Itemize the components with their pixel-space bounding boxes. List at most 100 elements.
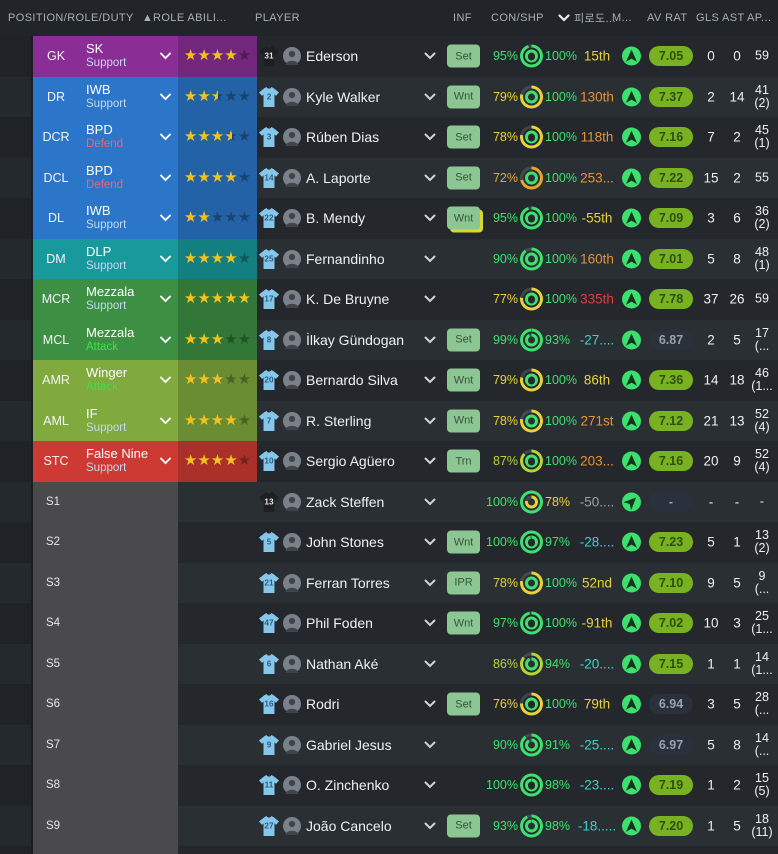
col-goals[interactable]: GLS xyxy=(696,12,720,24)
sub-slot-cell[interactable]: S9 xyxy=(33,805,178,846)
position-cell[interactable]: AMR xyxy=(33,360,79,401)
player-name[interactable]: Phil Foden xyxy=(306,615,373,632)
role-chevron-down-icon[interactable] xyxy=(160,376,171,384)
player-chevron-down-icon[interactable] xyxy=(424,741,436,749)
col-position-role-duty[interactable]: POSITION/ROLE/DUTY xyxy=(8,12,134,24)
role-chevron-down-icon[interactable] xyxy=(160,417,171,425)
player-chevron-down-icon[interactable] xyxy=(424,579,436,587)
role-chevron-down-icon[interactable] xyxy=(160,174,171,182)
col-average-rating[interactable]: AV RAT xyxy=(647,12,688,24)
player-chevron-down-icon[interactable] xyxy=(424,457,436,465)
player-chevron-down-icon[interactable] xyxy=(424,52,436,60)
info-badge[interactable]: Set xyxy=(447,125,480,149)
player-name[interactable]: K. De Bruyne xyxy=(306,291,390,308)
player-name[interactable]: A. Laporte xyxy=(306,169,371,186)
sub-slot-cell[interactable]: S8 xyxy=(33,765,178,806)
col-fatigue[interactable]: 피로도... xyxy=(574,13,616,25)
role-cell[interactable]: IWB Support xyxy=(79,198,178,239)
info-badge[interactable]: Set xyxy=(447,692,480,716)
position-cell[interactable]: DCR xyxy=(33,117,79,158)
player-name[interactable]: John Stones xyxy=(306,534,384,551)
col-assists[interactable]: AST xyxy=(722,12,745,24)
role-cell[interactable]: IWB Support xyxy=(79,76,178,117)
sub-slot-cell[interactable]: S2 xyxy=(33,522,178,563)
player-name[interactable]: R. Sterling xyxy=(306,412,372,429)
info-badge[interactable]: Wnt xyxy=(447,611,480,635)
position-cell[interactable]: DCL xyxy=(33,157,79,198)
role-cell[interactable]: DLP Support xyxy=(79,238,178,279)
player-name[interactable]: Ferran Torres xyxy=(306,574,390,591)
col-player[interactable]: PLAYER xyxy=(255,12,300,24)
info-badge[interactable]: Wnt xyxy=(447,368,480,392)
player-name[interactable]: João Cancelo xyxy=(306,817,392,834)
role-cell[interactable]: BPD Defend xyxy=(79,117,178,158)
player-name[interactable]: Rodri xyxy=(306,696,340,713)
info-badge[interactable]: IPR xyxy=(447,571,480,595)
player-chevron-down-icon[interactable] xyxy=(424,417,436,425)
sub-slot-cell[interactable]: S5 xyxy=(33,643,178,684)
position-cell[interactable]: DR xyxy=(33,76,79,117)
player-name[interactable]: Kyle Walker xyxy=(306,88,381,105)
player-chevron-down-icon[interactable] xyxy=(424,214,436,222)
info-badge[interactable]: Set xyxy=(447,166,480,190)
position-cell[interactable]: GK xyxy=(33,36,79,77)
player-name[interactable]: Sergio Agüero xyxy=(306,453,395,470)
role-cell[interactable]: Winger Attack xyxy=(79,360,178,401)
col-appearances[interactable]: AP... xyxy=(747,12,772,24)
info-badge[interactable]: Trn xyxy=(447,449,480,473)
sub-slot-cell[interactable]: S7 xyxy=(33,724,178,765)
role-chevron-down-icon[interactable] xyxy=(160,336,171,344)
role-cell[interactable]: False Nine Support xyxy=(79,441,178,482)
role-chevron-down-icon[interactable] xyxy=(160,255,171,263)
player-chevron-down-icon[interactable] xyxy=(424,133,436,141)
player-name[interactable]: Zack Steffen xyxy=(306,493,385,510)
info-badge[interactable]: Set xyxy=(447,44,480,68)
role-chevron-down-icon[interactable] xyxy=(160,457,171,465)
position-cell[interactable]: MCL xyxy=(33,319,79,360)
player-name[interactable]: Nathan Aké xyxy=(306,655,379,672)
role-cell[interactable]: Mezzala Support xyxy=(79,279,178,320)
player-name[interactable]: Bernardo Silva xyxy=(306,372,398,389)
role-cell[interactable]: IF Support xyxy=(79,400,178,441)
sub-slot-cell[interactable]: S1 xyxy=(33,481,178,522)
info-badge[interactable]: Wnt xyxy=(447,530,480,554)
col-con-shp[interactable]: CON/SHP xyxy=(491,12,544,24)
info-badge[interactable]: Set xyxy=(447,328,480,352)
player-chevron-down-icon[interactable] xyxy=(424,700,436,708)
role-cell[interactable]: Mezzala Attack xyxy=(79,319,178,360)
player-chevron-down-icon[interactable] xyxy=(424,498,436,506)
player-chevron-down-icon[interactable] xyxy=(424,93,436,101)
info-badge[interactable]: Wnt xyxy=(447,409,480,433)
role-chevron-down-icon[interactable] xyxy=(160,295,171,303)
role-cell[interactable]: BPD Defend xyxy=(79,157,178,198)
info-badge[interactable]: Wnt xyxy=(447,206,480,230)
col-inf[interactable]: INF xyxy=(453,12,472,24)
sub-slot-cell[interactable]: S6 xyxy=(33,684,178,725)
position-cell[interactable]: AML xyxy=(33,400,79,441)
col-role-ability[interactable]: ROLE ABILI... xyxy=(153,12,227,24)
position-cell[interactable]: DM xyxy=(33,238,79,279)
player-chevron-down-icon[interactable] xyxy=(424,255,436,263)
sub-slot-cell[interactable]: S3 xyxy=(33,562,178,603)
position-cell[interactable]: STC xyxy=(33,441,79,482)
player-name[interactable]: B. Mendy xyxy=(306,210,366,227)
role-chevron-down-icon[interactable] xyxy=(160,52,171,60)
player-name[interactable]: Fernandinho xyxy=(306,250,385,267)
position-cell[interactable]: DL xyxy=(33,198,79,239)
player-chevron-down-icon[interactable] xyxy=(424,781,436,789)
info-badge[interactable]: Wnt xyxy=(447,85,480,109)
role-chevron-down-icon[interactable] xyxy=(160,214,171,222)
role-cell[interactable]: SK Support xyxy=(79,36,178,77)
player-chevron-down-icon[interactable] xyxy=(424,660,436,668)
player-chevron-down-icon[interactable] xyxy=(424,336,436,344)
col-morale[interactable]: M... xyxy=(612,12,632,24)
player-chevron-down-icon[interactable] xyxy=(424,174,436,182)
player-chevron-down-icon[interactable] xyxy=(424,295,436,303)
player-chevron-down-icon[interactable] xyxy=(424,376,436,384)
player-name[interactable]: Ederson xyxy=(306,48,359,65)
player-name[interactable]: O. Zinchenko xyxy=(306,777,390,794)
player-chevron-down-icon[interactable] xyxy=(424,619,436,627)
player-chevron-down-icon[interactable] xyxy=(424,538,436,546)
player-name[interactable]: Gabriel Jesus xyxy=(306,736,392,753)
info-badge[interactable]: Set xyxy=(447,814,480,838)
